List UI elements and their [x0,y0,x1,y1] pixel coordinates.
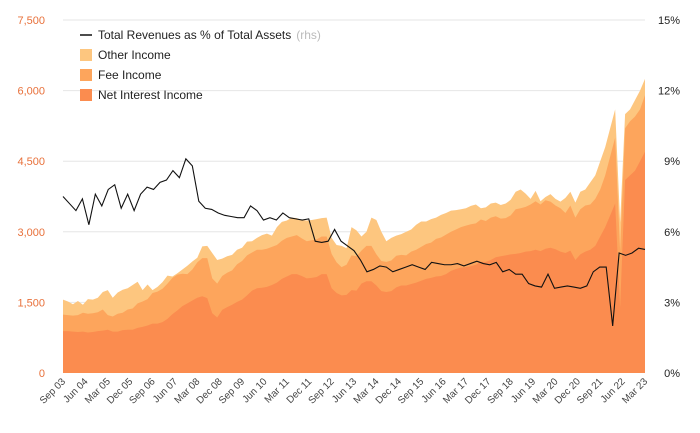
left-tick-label: 0 [39,368,45,380]
legend-label-line: Total Revenues as % of Total Assets [98,28,291,42]
x-tick-label: Sep 21 [575,376,605,406]
revenue-ratio-line [62,157,646,326]
right-axis: 0% 3% 6% 9% 12% 15% [658,15,680,380]
line-total-revenues-pct [62,157,646,326]
right-tick-label: 6% [664,227,680,239]
left-tick-label: 4,500 [17,156,45,168]
legend-label-line-suffix: (rhs) [296,28,321,42]
x-tick-label: Mar 23 [620,376,650,406]
legend: Total Revenues as % of Total Assets (rhs… [80,28,321,102]
left-tick-label: 7,500 [17,15,45,27]
legend-label-net-interest-income: Net Interest Income [98,88,203,102]
legend-label-fee-income: Fee Income [98,68,162,82]
x-tick-label: Sep 15 [396,376,426,406]
left-tick-label: 3,000 [17,227,45,239]
area-net-interest-income [63,151,645,373]
left-tick-label: 6,000 [17,86,45,98]
right-tick-label: 0% [664,368,680,380]
x-tick-label: Sep 06 [127,376,157,406]
right-tick-label: 9% [664,156,680,168]
legend-label-other-income: Other Income [98,48,171,62]
left-axis: 0 1,500 3,000 4,500 6,000 7,500 [17,15,45,380]
x-tick-label: Sep 12 [307,376,337,406]
x-tick-label: Sep 03 [38,376,68,406]
right-tick-label: 15% [658,15,680,27]
legend-swatch-fee-income [80,69,92,81]
right-tick-label: 3% [664,297,680,309]
right-tick-label: 12% [658,86,680,98]
left-tick-label: 1,500 [17,297,45,309]
stacked-areas [63,78,645,373]
x-tick-label: Sep 18 [486,376,516,406]
legend-swatch-net-interest-income [80,89,92,101]
legend-swatch-other-income [80,49,92,61]
x-tick-label: Sep 09 [217,376,247,406]
